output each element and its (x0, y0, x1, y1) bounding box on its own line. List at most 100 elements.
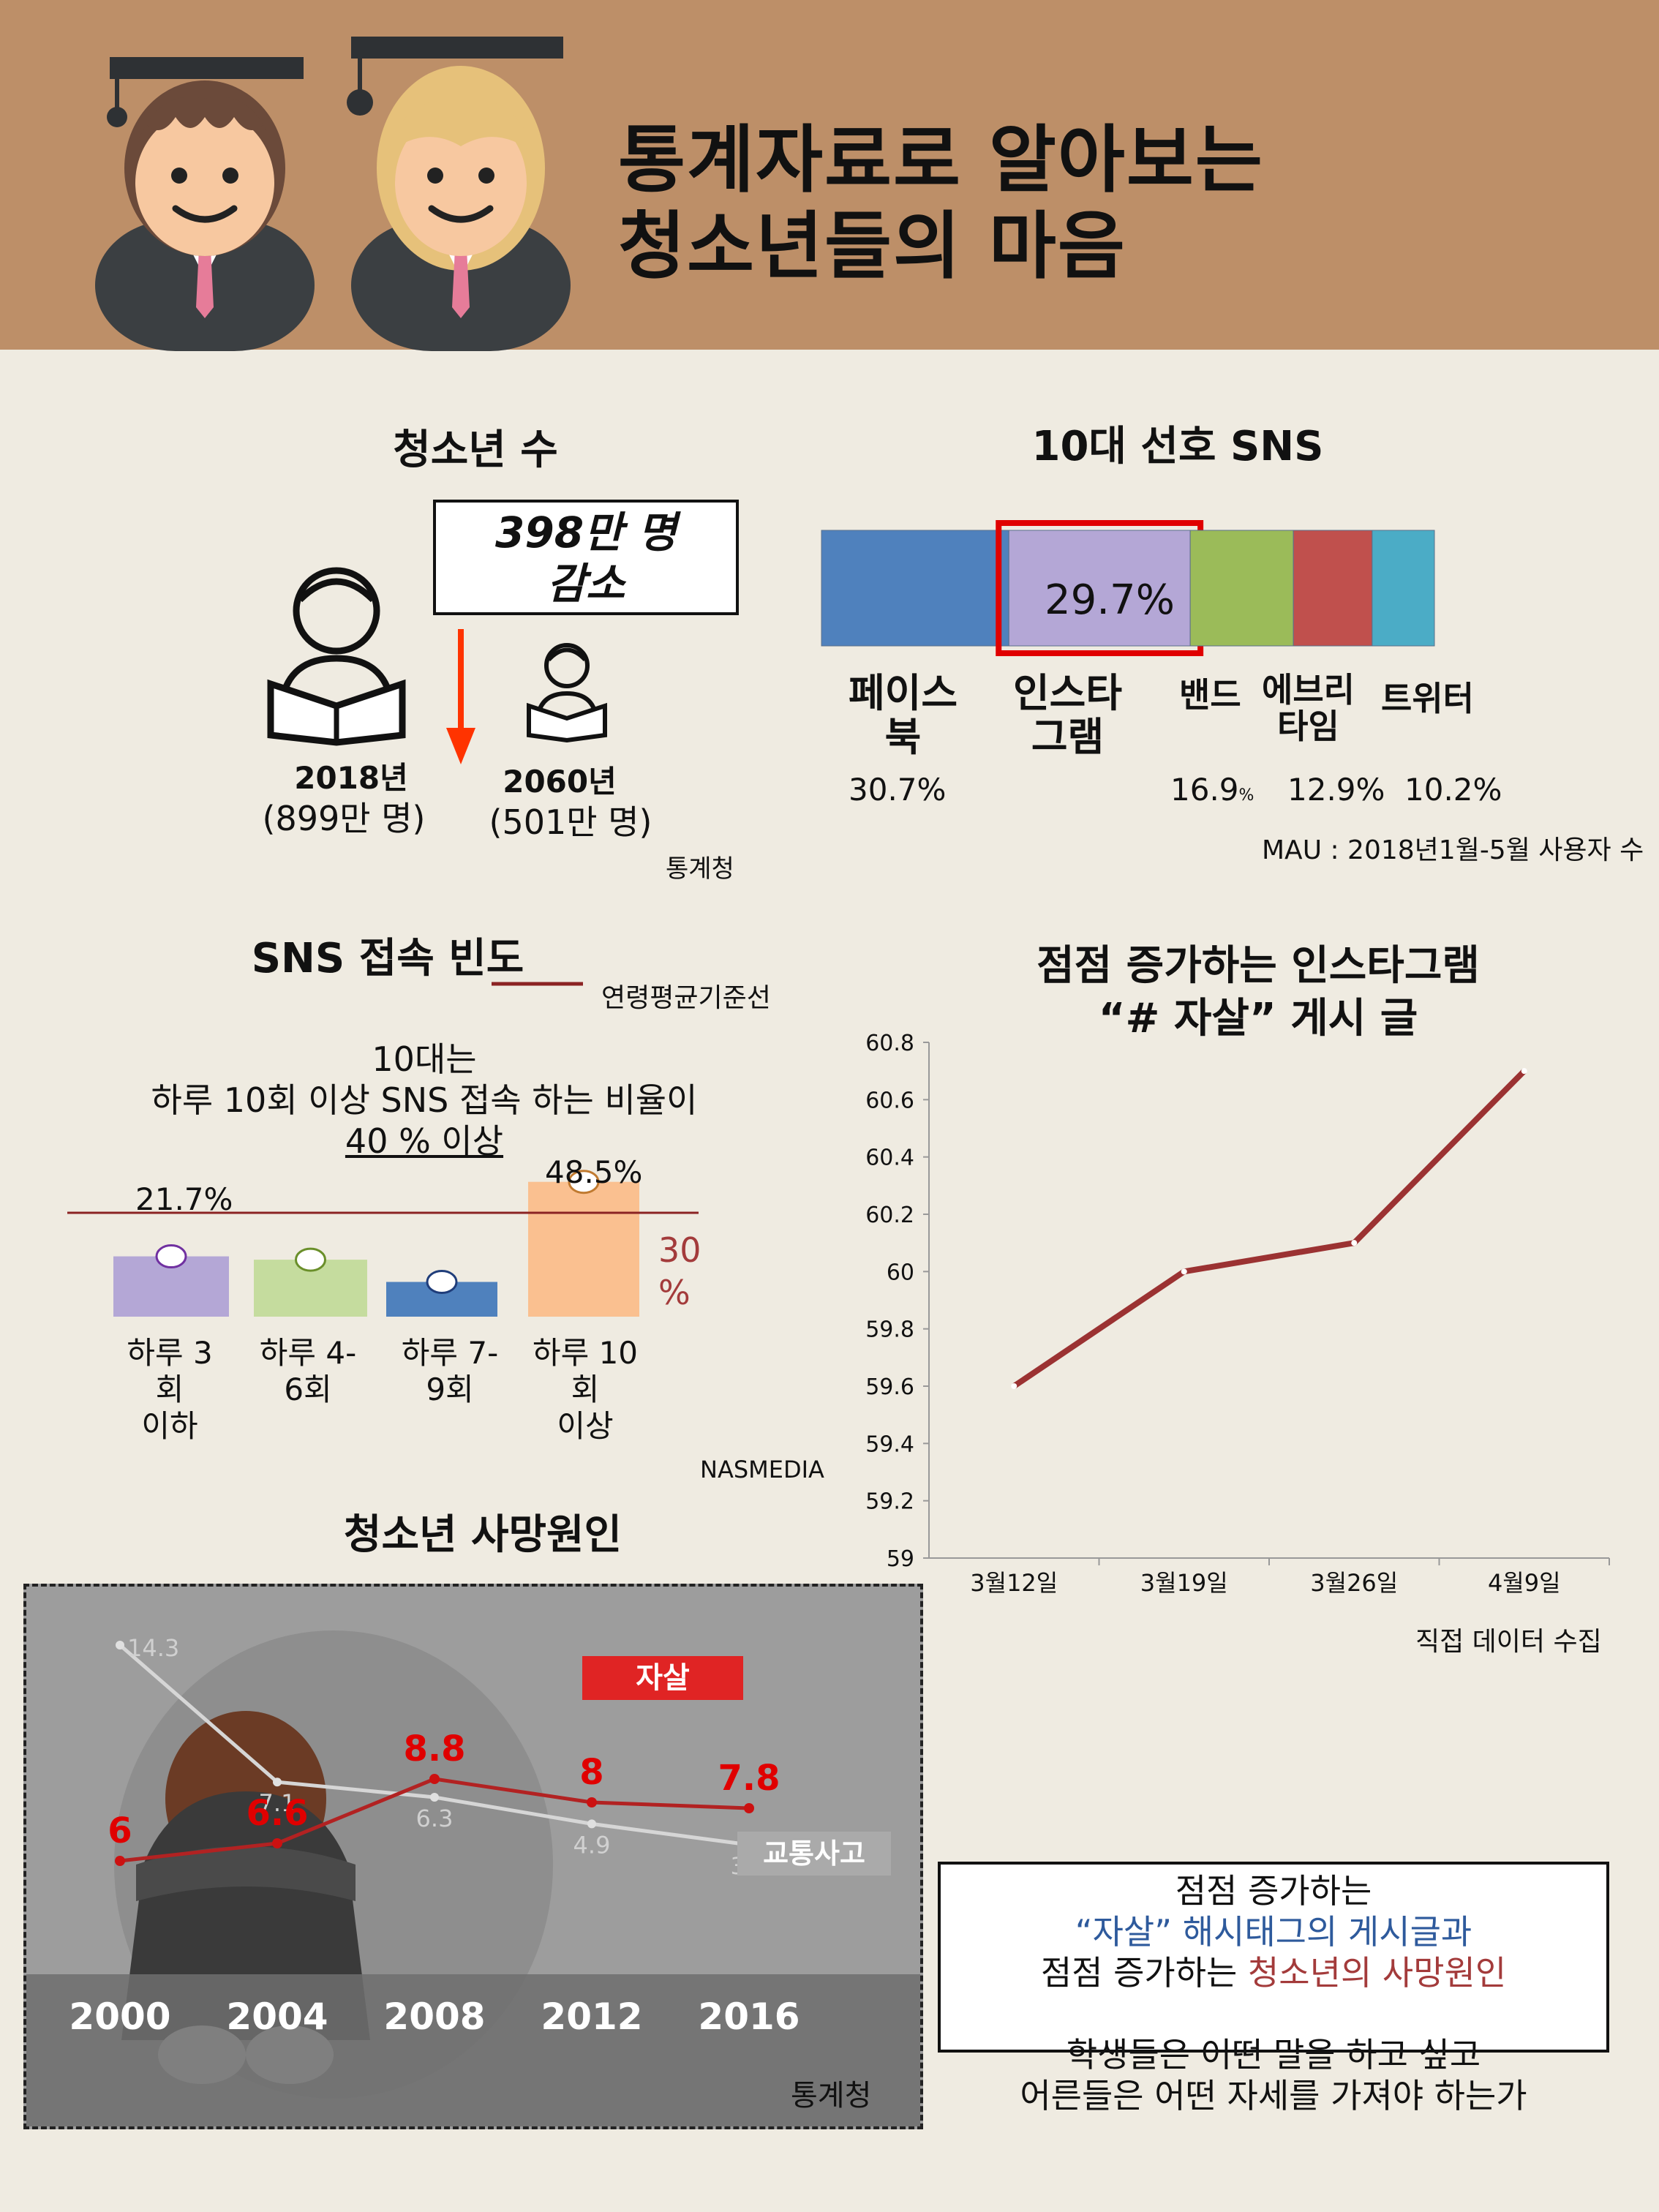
graduates-illustration (95, 37, 571, 351)
pct-band-unit: % (1238, 786, 1254, 805)
source-youth: 통계청 (666, 854, 734, 884)
sns-name-1: 페이스 북 (849, 670, 958, 760)
death-cause-chart: 14.37.16.34.93.866.68.887.82000200420082… (69, 1634, 800, 2038)
suicide-value-5: 7.8 (718, 1758, 780, 1799)
decrease-amount: 398만 명 (495, 508, 677, 557)
baseline-value: 30 % (658, 1229, 701, 1314)
insta-ytick-label-5: 59.8 (865, 1317, 914, 1343)
sns-name-2: 인스타 그램 (1013, 670, 1123, 760)
insta-xtick-label-3: 3월26일 (1310, 1569, 1398, 1597)
pct-facebook: 30.7% (849, 772, 947, 808)
decrease-box: 398만 명 감소 (433, 500, 739, 615)
insta-ytick-label-3: 59.4 (865, 1432, 914, 1457)
insta-ytick-label-1: 59 (887, 1546, 914, 1572)
caption-line-3: 40 % 이상 (345, 1121, 504, 1161)
baseline-value-number: 30 (658, 1230, 701, 1270)
traffic-point-3 (430, 1793, 439, 1802)
title-line-1: 통계자료로 알아보는 (618, 117, 1264, 203)
suicide-value-2: 6.6 (246, 1793, 308, 1834)
reading-student-large-icon (267, 567, 406, 746)
conclusion-line-5: 어른들은 어떤 자세를 가져야 하는가 (1020, 2076, 1527, 2115)
insta-ytick-label-9: 60.6 (865, 1088, 914, 1113)
reading-student-small-icon (527, 643, 607, 742)
conclusion-line-4: 학생들은 어떤 말을 하고 싶고 (1066, 2035, 1481, 2074)
baseline-value-unit: % (658, 1273, 691, 1312)
death-year-5: 2016 (698, 1995, 800, 2038)
down-arrow-icon (446, 629, 475, 764)
count-2018: (899만 명) (262, 799, 426, 838)
traffic-legend-badge: 교통사고 (737, 1832, 891, 1876)
insta-point-2 (1181, 1268, 1187, 1275)
sns-pref-title: 10대 선호 SNS (1031, 423, 1324, 470)
death-year-3: 2008 (383, 1995, 485, 2038)
decrease-label: 감소 (546, 559, 625, 609)
boy-graduate-icon (95, 57, 315, 351)
conclusion-line-1: 점점 증가하는 (1175, 1871, 1372, 1911)
suicide-legend-badge: 자살 (582, 1656, 743, 1700)
insta-ytick-label-8: 60.4 (865, 1146, 914, 1171)
insta-trend-title-line-2: “# 자살” 게시 글 (1098, 995, 1418, 1042)
death-cause-title: 청소년 사망원인 (343, 1511, 622, 1559)
freq-category-label-3: 하루 7- 9회 (401, 1335, 499, 1407)
death-year-2: 2004 (226, 1995, 328, 2038)
suicide-point-2 (272, 1838, 282, 1848)
suicide-point-5 (744, 1803, 754, 1813)
year-2018: 2018년 (294, 760, 408, 796)
sad-teen-illustration (26, 1630, 920, 2126)
sns-name-5: 트위터 (1381, 679, 1474, 718)
insta-point-1 (1011, 1383, 1017, 1389)
sns-pref-bar-5 (1372, 530, 1435, 647)
label-last-bar: 48.5% (545, 1154, 643, 1190)
insta-xtick-label-4: 4월9일 (1488, 1569, 1561, 1597)
label-first-bar: 21.7% (135, 1181, 233, 1217)
insta-ytick-label-10: 60.8 (865, 1031, 914, 1056)
insta-point-3 (1351, 1240, 1358, 1246)
source-nasmedia: NASMEDIA (700, 1456, 824, 1483)
girl-graduate-icon (347, 37, 571, 351)
sns-pref-chart (821, 520, 1435, 656)
source-insta: 직접 데이터 수집 (1415, 1627, 1602, 1657)
suicide-point-1 (115, 1856, 125, 1866)
title-line-2: 청소년들의 마음 (618, 203, 1126, 289)
suicide-point-3 (429, 1774, 440, 1784)
pct-band-value: 16.9 (1170, 772, 1239, 808)
traffic-value-2: 7.1 (259, 1789, 296, 1817)
sns-pref-bar-2 (1008, 530, 1191, 647)
youth-population-title: 청소년 수 (393, 426, 558, 474)
traffic-value-1: 14.3 (127, 1634, 179, 1662)
sns-freq-caption: 10대는 하루 10회 이상 SNS 접속 하는 비율이 40 % 이상 (110, 1039, 739, 1162)
sns-freq-chart (67, 1170, 699, 1317)
traffic-point-2 (273, 1778, 282, 1787)
suicide-value-3: 8.8 (403, 1728, 465, 1769)
insta-trend-line (1012, 1069, 1527, 1389)
pct-band: 16.9% (1170, 772, 1254, 808)
legend-label: 연령평균기준선 (601, 983, 771, 1013)
insta-trend-chart: 59 59.2 59.4 59.6 59.8 60 60.2 60.4 60.6 60.8 3월12… (865, 1031, 1610, 1597)
sns-pref-bar-3 (1189, 530, 1294, 647)
suicide-point-4 (587, 1797, 597, 1807)
insta-ytick-label-2: 59.2 (865, 1489, 914, 1515)
death-year-1: 2000 (69, 1995, 170, 2038)
freq-category-label-2: 하루 4- 6회 (259, 1335, 357, 1407)
traffic-point-1 (116, 1641, 124, 1649)
traffic-point-4 (587, 1819, 596, 1829)
insta-trend-title: 점점 증가하는 인스타그램 “# 자살” 게시 글 (966, 940, 1551, 1045)
insta-xtick-label-1: 3월12일 (970, 1569, 1058, 1597)
sns-name-3: 밴드 (1179, 675, 1241, 715)
insta-trend-title-line-1: 점점 증가하는 인스타그램 (1037, 942, 1480, 990)
freq-marker-4 (568, 1170, 600, 1195)
sns-freq-title: SNS 접속 빈도 (251, 935, 524, 982)
freq-marker-2 (295, 1247, 326, 1272)
freq-marker-3 (426, 1270, 458, 1294)
insta-ytick-label-4: 59.6 (865, 1374, 914, 1400)
sns-pref-bar-4 (1293, 530, 1373, 647)
freq-category-label-4: 하루 10 회 이상 (532, 1335, 639, 1444)
caption-line-1: 10대는 (372, 1039, 477, 1079)
conclusion-box: 점점 증가하는 “자살” 해시태그의 게시글과 점점 증가하는 청소년의 사망원… (938, 1862, 1609, 2115)
freq-category-label-1: 하루 3 회 이하 (127, 1335, 213, 1444)
page-title: 통계자료로 알아보는 청소년들의 마음 (618, 117, 1264, 290)
conclusion-line-3: 점점 증가하는 청소년의 사망원인 (941, 1952, 1606, 1993)
pct-everytime: 12.9% (1287, 772, 1385, 808)
sns-pref-bar-1 (821, 530, 1009, 647)
source-death: 통계청 (791, 2079, 872, 2113)
